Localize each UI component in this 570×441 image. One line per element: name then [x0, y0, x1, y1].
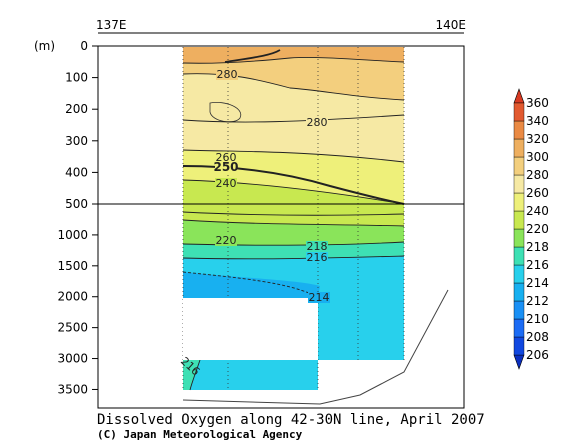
colorbar-max-arrow — [513, 88, 525, 104]
colorbar-label-260: 260 — [526, 186, 549, 200]
missing-data-block — [183, 298, 318, 360]
colorbar-label-340: 340 — [526, 114, 549, 128]
field-220-band — [183, 220, 404, 248]
field-deep-west-corner — [183, 360, 200, 390]
contour-320 — [182, 57, 405, 64]
contour-label-250: 250 — [213, 160, 238, 174]
y-tick-label-500: 500 — [65, 197, 88, 211]
contour-label-280a: 280 — [217, 68, 238, 81]
y-tick-label-400: 400 — [65, 165, 88, 179]
colorbar-label-212: 212 — [526, 294, 549, 308]
contour-216 — [182, 255, 405, 260]
colorbar-swatch-3 — [513, 300, 525, 320]
contour-280 — [182, 114, 405, 123]
bottom-topography — [182, 289, 449, 405]
colorbar-label-360: 360 — [526, 96, 549, 110]
colorbar-swatch-2 — [513, 318, 525, 338]
chart-title: Dissolved Oxygen along 42-30N line, Apri… — [97, 412, 485, 428]
colorbar-swatch-5 — [513, 264, 525, 284]
colorbar-swatch-12 — [513, 138, 525, 158]
plot-frame — [97, 45, 465, 409]
contour-label-240: 240 — [216, 177, 237, 190]
colorbar-min-arrow — [513, 354, 525, 370]
chart-credit: (C) Japan Meteorological Agency — [97, 428, 303, 441]
contour-label-214: 214 — [309, 291, 330, 304]
y-tick-label-2500: 2500 — [57, 321, 88, 335]
colorbar-label-280: 280 — [526, 168, 549, 182]
contour-218 — [182, 241, 405, 246]
y-tick-label-1000: 1000 — [57, 228, 88, 242]
contour-label-216: 216 — [307, 251, 328, 264]
field-deep-west — [183, 360, 318, 390]
x-tick-137e: 137E — [96, 18, 127, 32]
colorbar-label-216: 216 — [526, 258, 549, 272]
field-214-band — [183, 272, 320, 298]
y-tick-label-100: 100 — [65, 71, 88, 85]
colorbar-label-300: 300 — [526, 150, 549, 164]
colorbar-label-218: 218 — [526, 240, 549, 254]
contour-label-218: 218 — [307, 240, 328, 253]
y-unit-label: (m) — [34, 39, 55, 53]
field-deep-east — [318, 298, 404, 360]
colorbar-label-214: 214 — [526, 276, 549, 290]
y-tick-label-1500: 1500 — [57, 259, 88, 273]
colorbar-swatch-6 — [513, 246, 525, 266]
colorbar-label-208: 208 — [526, 330, 549, 344]
colorbar-swatch-4 — [513, 282, 525, 302]
field-240-band — [183, 180, 404, 204]
contour-label-260: 260 — [216, 151, 237, 164]
colorbar-swatch-7 — [513, 228, 525, 248]
contour-230 — [182, 211, 405, 216]
contour-label-280b: 280 — [307, 116, 328, 129]
y-tick-label-300: 300 — [65, 134, 88, 148]
colorbar: 206 208 210 212 214 216 218 220 240 260 280 300 320 3… — [513, 88, 549, 370]
contour-cap — [224, 49, 281, 63]
colorbar-label-206: 206 — [526, 348, 549, 362]
colorbar-swatch-1 — [513, 336, 525, 356]
field-280-inner — [209, 101, 242, 123]
y-tick-label-3000: 3000 — [57, 352, 88, 366]
y-axis-ticks: 0 100 200 300 400 500 1000 1500 2000 2500 3000 3500 — [57, 39, 98, 396]
colorbar-label-320: 320 — [526, 132, 549, 146]
colorbar-label-240: 240 — [526, 204, 549, 218]
contour-220 — [182, 219, 405, 227]
colorbar-swatch-8 — [513, 210, 525, 230]
x-tick-140e: 140E — [436, 18, 467, 32]
y-tick-label-200: 200 — [65, 102, 88, 116]
contour-260 — [182, 149, 405, 163]
colorbar-swatch-10 — [513, 174, 525, 194]
contour-240 — [182, 179, 405, 205]
colorbar-swatch-14 — [513, 102, 525, 122]
contour-216-deep — [189, 359, 201, 391]
y-tick-label-0: 0 — [80, 39, 88, 53]
y-tick-label-2000: 2000 — [57, 290, 88, 304]
colorbar-swatch-9 — [513, 192, 525, 212]
colorbar-label-210: 210 — [526, 312, 549, 326]
colorbar-label-220: 220 — [526, 222, 549, 236]
y-tick-label-3500: 3500 — [57, 382, 88, 396]
colorbar-swatch-13 — [513, 120, 525, 140]
contour-label-220: 220 — [216, 234, 237, 247]
colorbar-swatch-11 — [513, 156, 525, 176]
